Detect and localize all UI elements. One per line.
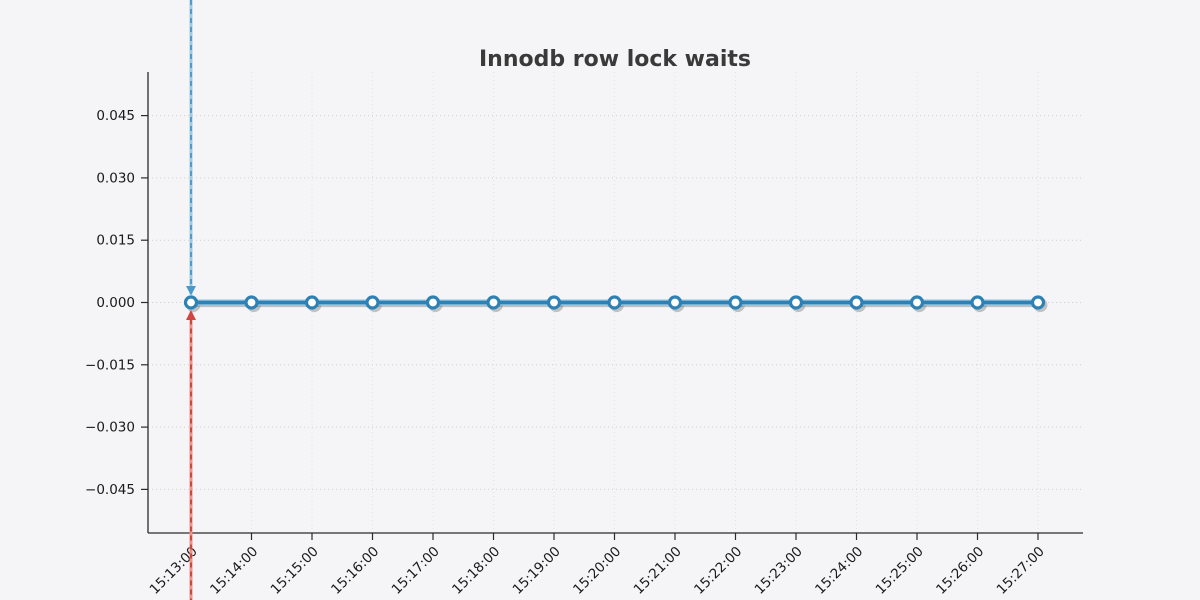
data-point [909, 295, 925, 310]
annotation-arrow-up [186, 310, 196, 600]
y-tick-label: 0.030 [96, 170, 135, 186]
data-point [607, 295, 622, 310]
data-point [486, 295, 501, 310]
data-point [365, 295, 380, 310]
annotation-arrow-down [186, 0, 196, 296]
y-tick-label: −0.045 [85, 482, 135, 498]
chart-title: Innodb row lock waits [479, 47, 751, 72]
data-point [244, 295, 259, 310]
y-tick-label: 0.000 [96, 295, 135, 311]
data-point [425, 295, 441, 310]
y-tick-label: 0.015 [96, 233, 135, 249]
y-tick-label: −0.030 [85, 420, 135, 436]
data-point [304, 295, 320, 310]
data-point [788, 295, 804, 310]
arrow-down-head [186, 286, 196, 296]
y-tick-label: 0.045 [96, 108, 135, 124]
data-point [183, 295, 199, 310]
data-point [667, 295, 683, 310]
data-point [546, 295, 562, 310]
data-point [728, 295, 743, 310]
data-point [1030, 295, 1046, 310]
arrow-up-head [186, 310, 196, 320]
data-points [183, 295, 1046, 310]
gridlines [148, 72, 1083, 533]
y-axis-labels: 0.045 0.030 0.015 0.000 −0.015 −0.030 −0.045 [85, 108, 135, 498]
y-tick-label: −0.015 [85, 357, 135, 373]
data-point [849, 295, 864, 310]
data-point [970, 295, 985, 310]
